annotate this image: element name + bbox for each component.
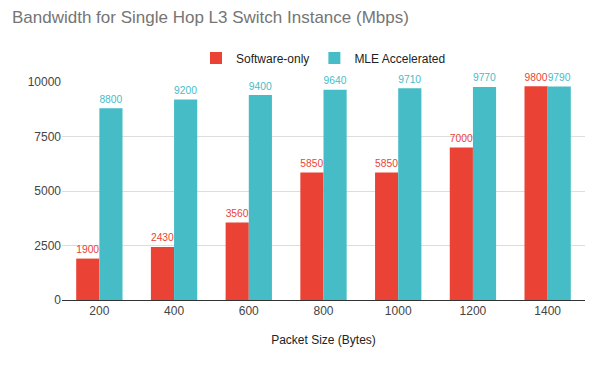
svg-text:3560: 3560	[226, 208, 249, 219]
svg-text:2430: 2430	[151, 232, 174, 243]
svg-text:Packet Size (Bytes): Packet Size (Bytes)	[271, 333, 376, 347]
svg-text:7500: 7500	[34, 130, 61, 144]
svg-text:MLE Accelerated: MLE Accelerated	[354, 52, 445, 66]
svg-text:200: 200	[89, 304, 109, 318]
svg-text:2500: 2500	[34, 239, 61, 253]
svg-text:Software-only: Software-only	[236, 52, 309, 66]
svg-text:1000: 1000	[385, 304, 412, 318]
svg-text:5850: 5850	[375, 158, 398, 169]
svg-text:400: 400	[164, 304, 184, 318]
svg-text:1400: 1400	[534, 304, 561, 318]
svg-text:9710: 9710	[398, 74, 421, 85]
svg-text:9400: 9400	[249, 81, 272, 92]
svg-text:5850: 5850	[300, 158, 323, 169]
svg-text:0: 0	[54, 293, 61, 307]
svg-text:1200: 1200	[460, 304, 487, 318]
svg-text:600: 600	[239, 304, 259, 318]
svg-text:800: 800	[313, 304, 333, 318]
svg-text:9770: 9770	[473, 72, 496, 83]
svg-text:8800: 8800	[99, 94, 122, 105]
svg-text:9200: 9200	[174, 85, 197, 96]
svg-text:9640: 9640	[324, 75, 347, 86]
svg-text:10000: 10000	[28, 75, 62, 89]
svg-text:7000: 7000	[450, 133, 473, 144]
svg-text:9790: 9790	[548, 72, 571, 83]
svg-text:1900: 1900	[76, 244, 99, 255]
svg-text:Bandwidth for Single Hop L3 Sw: Bandwidth for Single Hop L3 Switch Insta…	[12, 8, 409, 27]
svg-text:5000: 5000	[34, 184, 61, 198]
svg-text:9800: 9800	[525, 72, 548, 83]
